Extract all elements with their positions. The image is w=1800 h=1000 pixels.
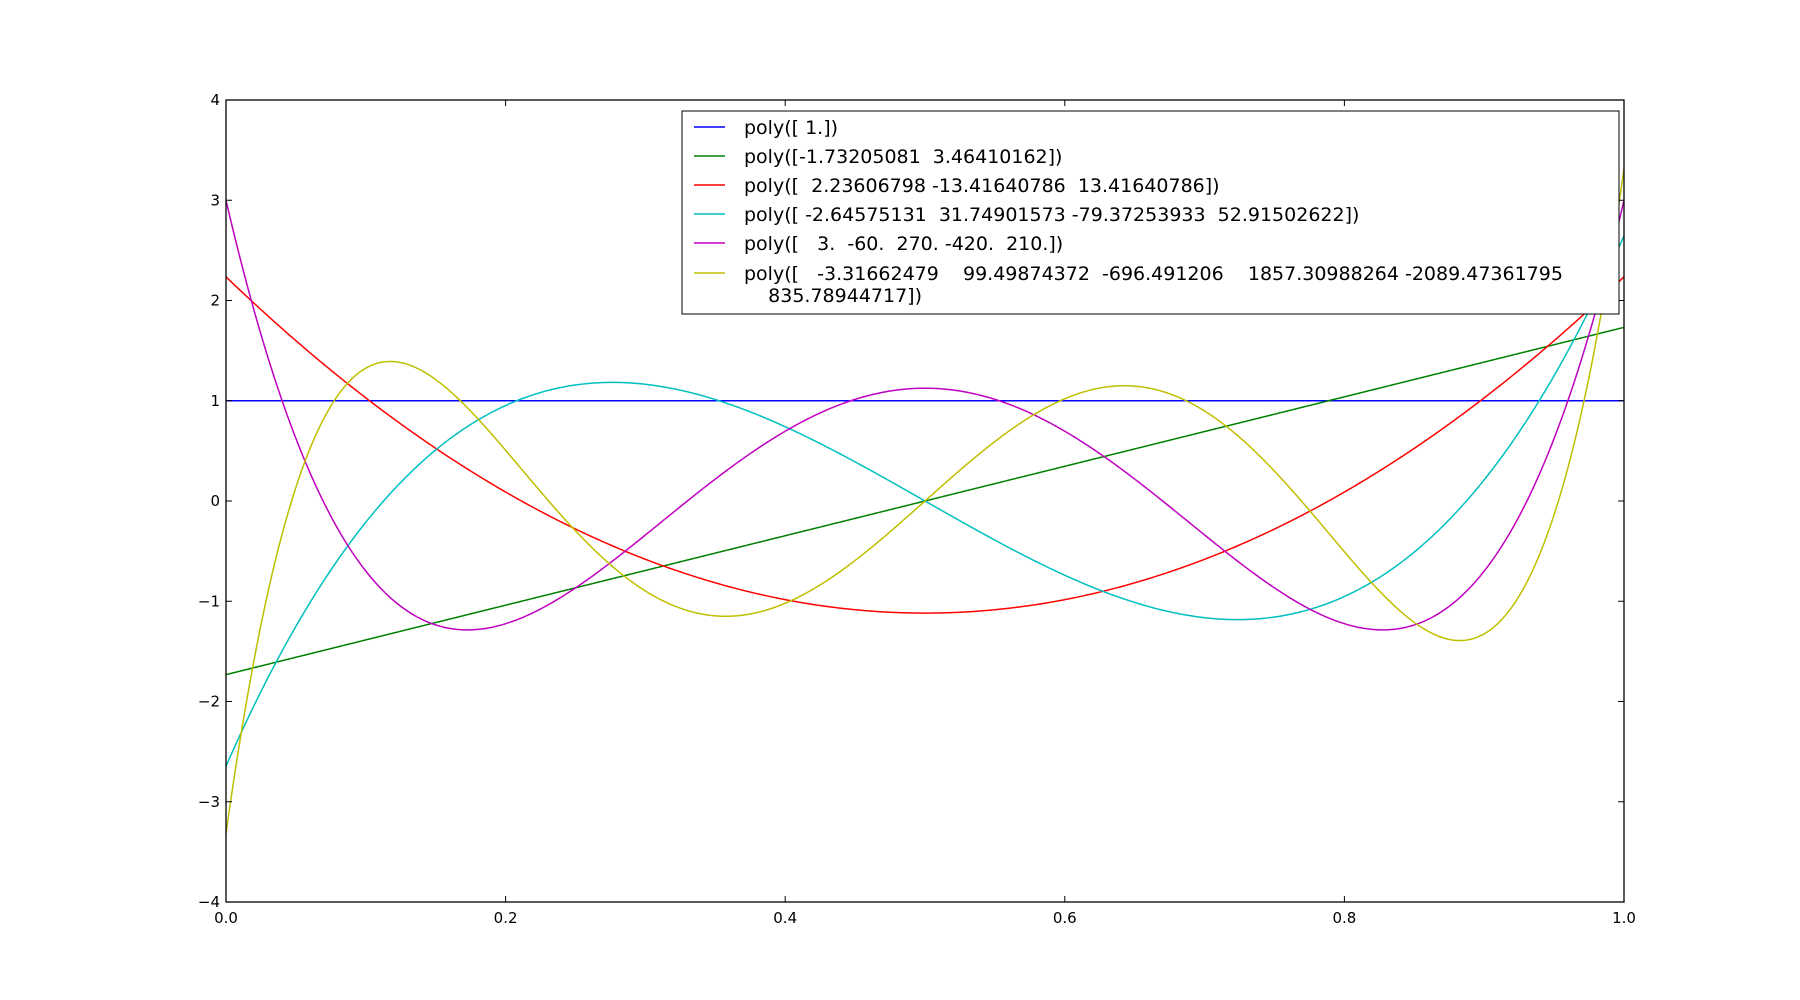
y-tick-label: −2 <box>198 693 220 711</box>
x-tick-label: 0.6 <box>1053 909 1077 927</box>
series-layer <box>225 168 1625 834</box>
x-tick-label: 0.4 <box>773 909 797 927</box>
legend-label-0: poly([ 1.]) <box>744 117 838 139</box>
y-tick-label: 4 <box>210 91 220 109</box>
y-tick-label: 3 <box>210 191 220 209</box>
legend-label-3: poly([ -2.64575131 31.74901573 -79.37253… <box>744 204 1359 226</box>
y-tick-label: 1 <box>210 392 220 410</box>
legend-box <box>681 110 1620 315</box>
y-tick-label: −1 <box>198 592 220 610</box>
x-tick-label: 0.2 <box>494 909 518 927</box>
ticks-layer: 0.0 0.2 0.4 0.6 0.8 1.0 −4 −3 −2 −1 0 1 2 3 4 <box>198 91 1636 927</box>
x-tick-label: 0.8 <box>1332 909 1356 927</box>
y-tick-label: 2 <box>210 292 220 310</box>
x-tick-label: 1.0 <box>1612 909 1636 927</box>
legend-label-4: poly([ 3. -60. 270. -420. 210.]) <box>744 233 1063 255</box>
legend-label-5-line2: 835.78944717]) <box>744 285 922 307</box>
legend-label-2: poly([ 2.23606798 -13.41640786 13.416407… <box>744 175 1220 197</box>
series-line-2 <box>225 276 1625 614</box>
series-line-5 <box>225 168 1625 834</box>
series-line-4 <box>225 200 1625 631</box>
y-tick-label: −3 <box>198 793 220 811</box>
x-tick-label: 0.0 <box>214 909 238 927</box>
legend-label-1: poly([-1.73205081 3.46410162]) <box>744 146 1062 168</box>
y-tick-label: 0 <box>210 492 220 510</box>
legend-label-5: poly([ -3.31662479 99.49874372 -696.4912… <box>744 263 1563 285</box>
legend: poly([ 1.]) poly([-1.73205081 3.46410162]… <box>681 110 1620 315</box>
y-tick-label: −4 <box>198 893 220 911</box>
